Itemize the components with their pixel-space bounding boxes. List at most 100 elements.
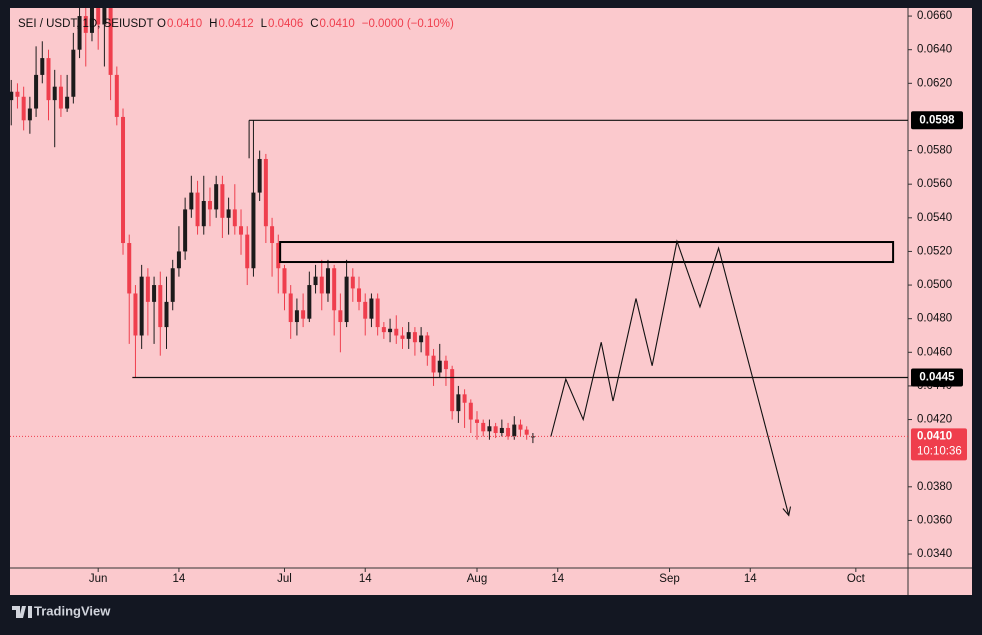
- plot-area: [10, 8, 908, 517]
- brand-logo: [12, 606, 32, 618]
- candle-body: [158, 285, 163, 328]
- candle-body: [375, 298, 380, 328]
- candle-body: [419, 335, 424, 343]
- projection-arrowhead: [782, 506, 792, 517]
- y-tick-label: 0.0460: [917, 346, 952, 358]
- candle-body: [270, 226, 275, 244]
- candle-body: [195, 192, 200, 227]
- candle-body: [406, 332, 411, 339]
- candle-body: [133, 293, 138, 336]
- y-tick-label: 0.0360: [917, 514, 952, 526]
- legend-value: 0.0410: [167, 18, 202, 30]
- y-tick-label: 0.0620: [917, 77, 952, 89]
- candle-body: [412, 332, 417, 343]
- candle-body: [313, 276, 318, 286]
- level-label-box: [911, 111, 963, 130]
- x-tick-label: 14: [551, 573, 564, 585]
- legend-key: H: [209, 18, 217, 30]
- legend-symbol: SEI / USDT, 1D, SEIUSDT: [18, 18, 153, 30]
- y-tick-label: 0.0380: [917, 481, 952, 493]
- candle-body: [207, 200, 212, 210]
- candle-body: [512, 424, 517, 437]
- level-label: 0.0445: [919, 372, 955, 384]
- candle-body: [257, 158, 262, 193]
- candle-body: [176, 251, 181, 269]
- candle-body: [46, 58, 51, 101]
- candle-body: [475, 419, 480, 423]
- last-price-label: 0.0410: [917, 430, 952, 442]
- overlay: 0.03400.03600.03800.04200.04400.04600.04…: [89, 10, 967, 585]
- candle-body: [468, 402, 473, 420]
- candle-body: [152, 285, 157, 302]
- candle-body: [127, 243, 132, 294]
- candle-body: [481, 422, 486, 432]
- candle-body: [493, 426, 498, 434]
- y-tick-label: 0.0660: [917, 10, 952, 22]
- candle-body: [71, 49, 76, 97]
- countdown-label: 10:10:36: [917, 445, 962, 457]
- x-tick-label: 14: [359, 573, 372, 585]
- legend-key: L: [261, 18, 268, 30]
- candle-body: [344, 276, 349, 323]
- candle-body: [58, 86, 63, 109]
- candle-body: [388, 328, 393, 333]
- candle-body: [114, 74, 119, 117]
- legend-values: O 0.0410 H 0.0412 L 0.0406 C 0.0410 −0.0000 (−0.…: [157, 18, 454, 30]
- y-tick-label: 0.0540: [917, 212, 952, 224]
- x-tick-label: Jul: [277, 573, 292, 585]
- candle-body: [108, 8, 113, 75]
- candle-body: [456, 394, 461, 412]
- candle-body: [394, 328, 399, 336]
- candle-body: [15, 91, 20, 97]
- candle-body: [363, 301, 368, 319]
- candle-body: [263, 158, 268, 227]
- candle-body: [251, 192, 256, 269]
- candle-body: [325, 268, 330, 294]
- candle-body: [77, 16, 82, 50]
- candle-body: [170, 268, 175, 302]
- y-tick-label: 0.0340: [917, 548, 952, 560]
- candle-body: [357, 288, 362, 302]
- candle-body: [431, 355, 436, 373]
- candle-body: [350, 276, 355, 289]
- legend-key: O: [157, 18, 166, 30]
- candle-body: [164, 301, 169, 328]
- candle-body: [425, 335, 430, 356]
- candle-body: [450, 369, 455, 412]
- legend-change: −0.0000 (−0.10%): [362, 18, 454, 30]
- candle-body: [301, 310, 306, 319]
- candle-body: [245, 234, 250, 269]
- candle-body: [10, 91, 14, 101]
- resistance-zone: [279, 241, 895, 264]
- candle-body: [214, 184, 219, 210]
- candle-body: [487, 426, 492, 432]
- candle-body: [518, 424, 523, 430]
- y-tick-label: 0.0420: [917, 414, 952, 426]
- candle-body: [239, 226, 244, 235]
- candle-body: [232, 209, 237, 227]
- y-tick-label: 0.0480: [917, 313, 952, 325]
- candle-body: [96, 8, 101, 25]
- candle-body: [183, 209, 188, 252]
- legend-value: 0.0412: [218, 18, 253, 30]
- level-label-box: [911, 368, 963, 387]
- candle-body: [288, 293, 293, 323]
- candle-body: [121, 116, 126, 244]
- level-label: 0.0598: [919, 114, 955, 126]
- candle-body: [381, 327, 386, 333]
- candle-body: [437, 360, 442, 373]
- candle-body: [89, 8, 94, 33]
- candle-body: [282, 268, 287, 294]
- y-tick-label: 0.0500: [917, 279, 952, 291]
- x-tick-label: 14: [173, 573, 186, 585]
- candle-body: [506, 427, 511, 437]
- projection-path: [550, 239, 790, 516]
- candle-body: [189, 192, 194, 210]
- candle-body: [443, 360, 448, 370]
- legend-key: C: [310, 18, 318, 30]
- candle-body: [145, 276, 150, 302]
- x-tick-label: Aug: [467, 573, 487, 585]
- candle-body: [21, 96, 26, 121]
- legend-value: 0.0410: [320, 18, 355, 30]
- candle-body: [226, 209, 231, 218]
